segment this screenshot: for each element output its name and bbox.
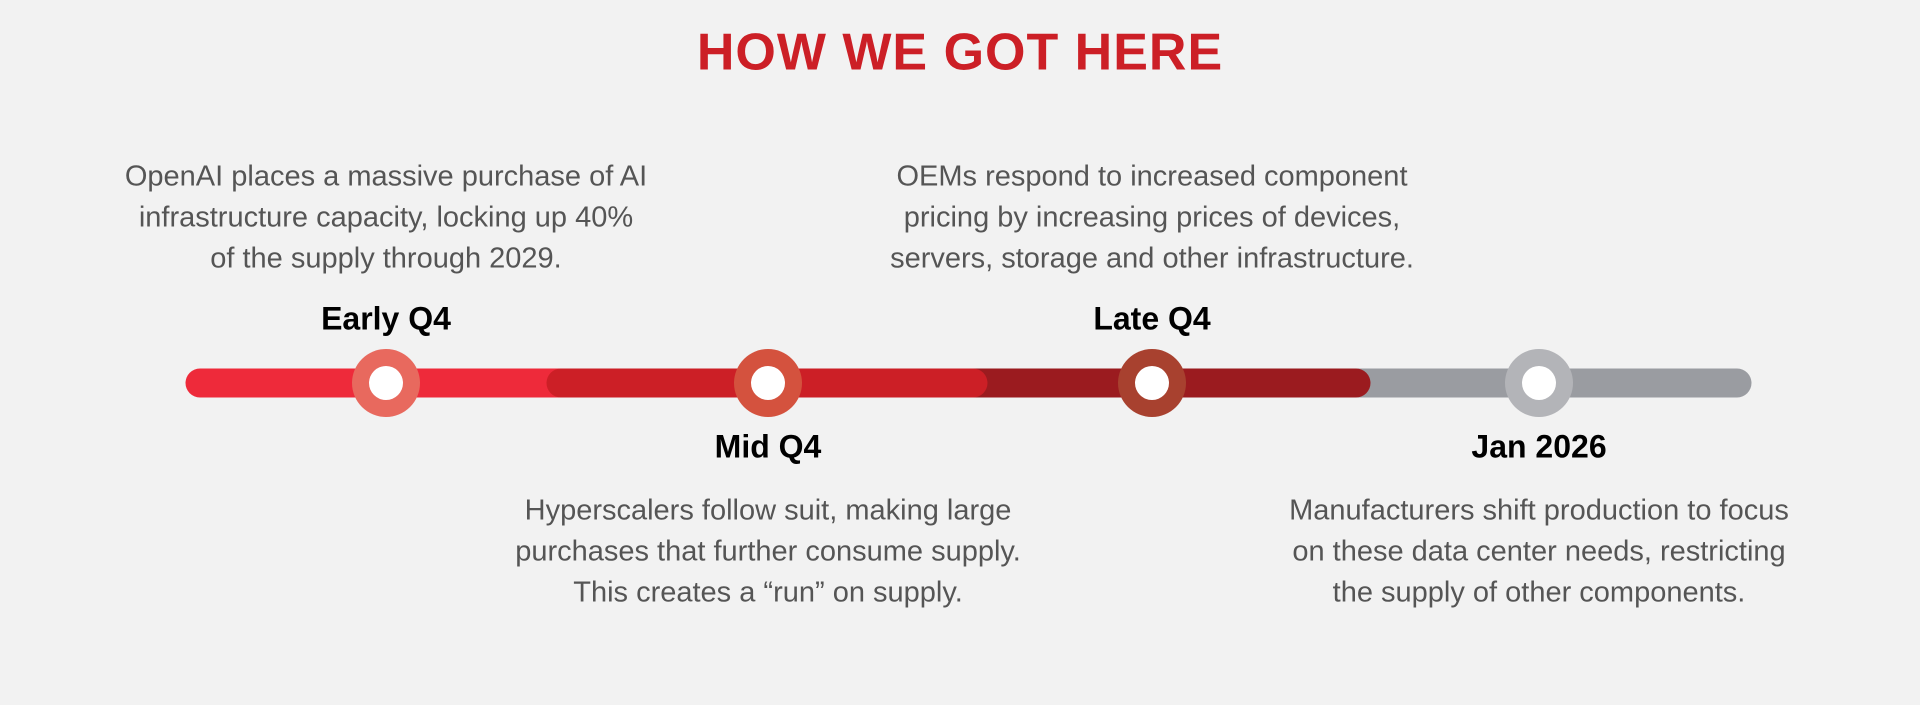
event-dot: [369, 366, 403, 400]
event-description: servers, storage and other infrastructur…: [890, 243, 1414, 275]
event-dot: [751, 366, 785, 400]
title: HOW WE GOT HERE: [697, 24, 1223, 82]
event-label: Late Q4: [1093, 300, 1211, 336]
event-description: This creates a “run” on supply.: [573, 577, 963, 609]
event-label: Jan 2026: [1471, 428, 1606, 464]
event-description: infrastructure capacity, locking up 40%: [139, 202, 633, 234]
event-description: of the supply through 2029.: [210, 243, 561, 275]
event-description: pricing by increasing prices of devices,: [904, 202, 1400, 234]
event-description: OEMs respond to increased component: [897, 161, 1408, 193]
event-description: on these data center needs, restricting: [1292, 536, 1785, 568]
event-description: purchases that further consume supply.: [515, 536, 1021, 568]
event-description: Manufacturers shift production to focus: [1289, 495, 1789, 527]
event-description: the supply of other components.: [1333, 577, 1746, 609]
event-description: Hyperscalers follow suit, making large: [525, 495, 1012, 527]
event-dot: [1522, 366, 1556, 400]
event-dot: [1135, 366, 1169, 400]
event-description: OpenAI places a massive purchase of AI: [125, 161, 647, 193]
event-label: Mid Q4: [715, 428, 822, 464]
event-label: Early Q4: [321, 300, 451, 336]
